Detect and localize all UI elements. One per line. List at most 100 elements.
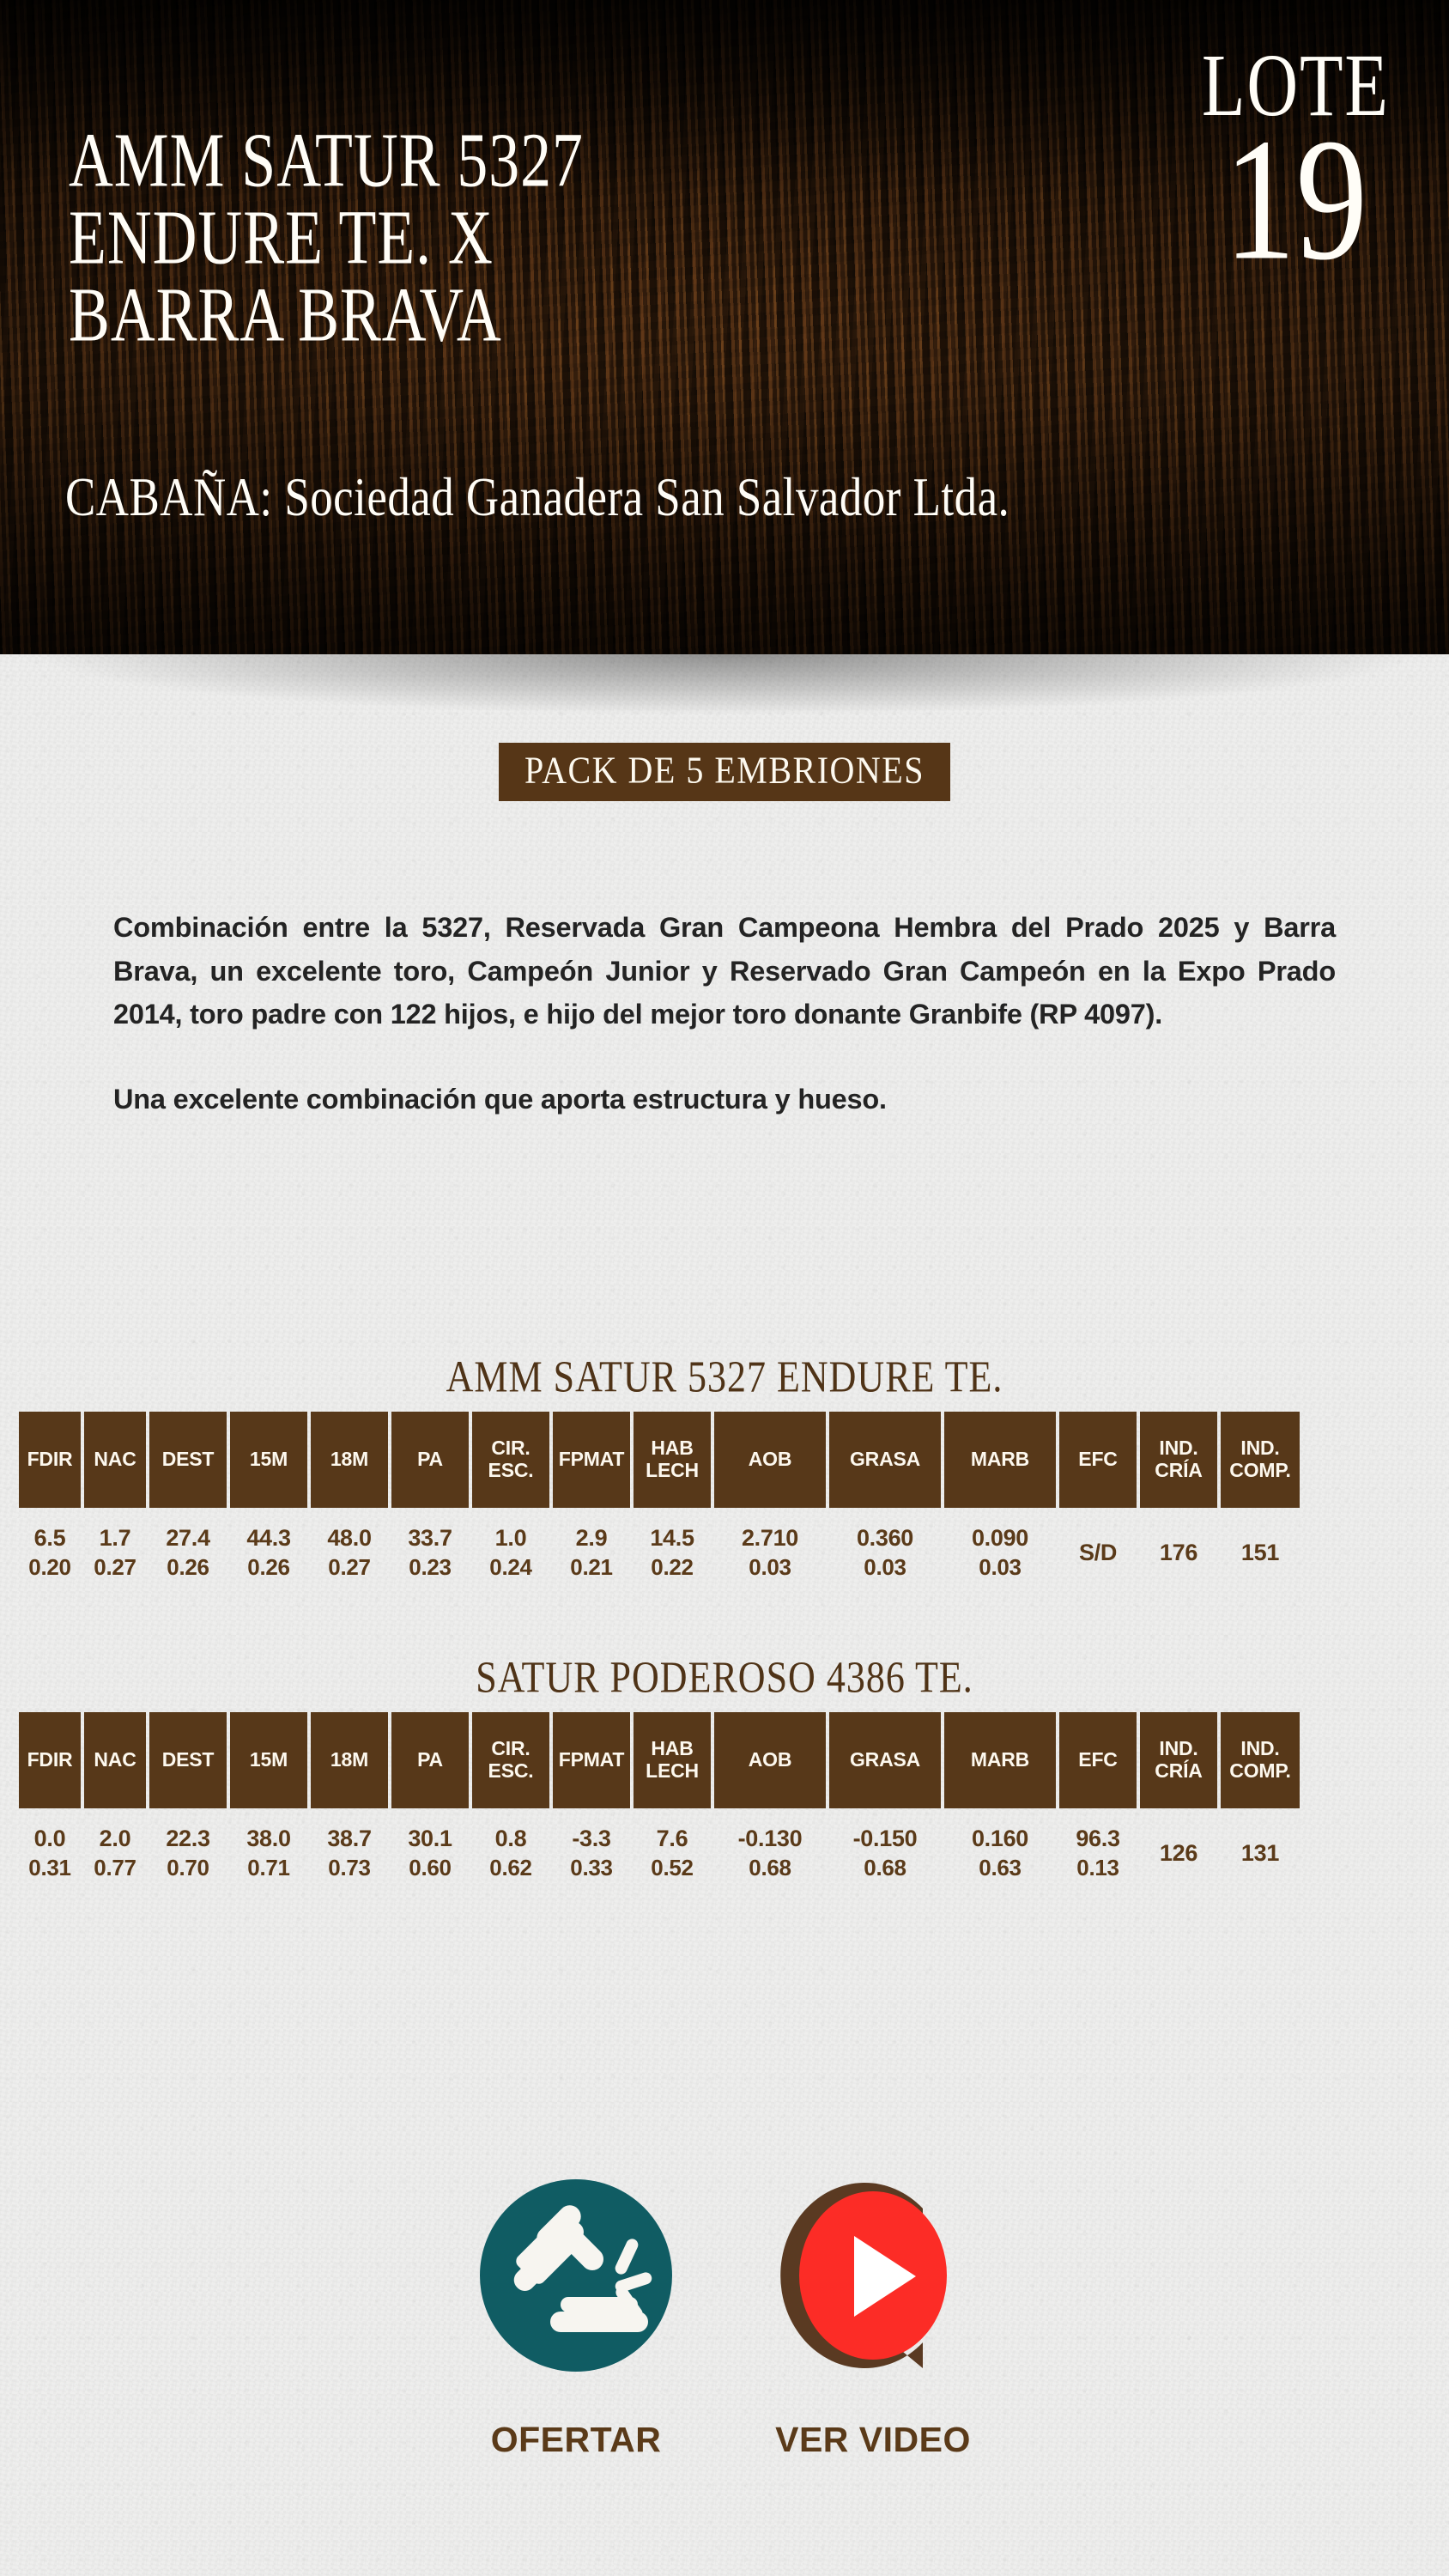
epd-value-accuracy: 0.68 (864, 1854, 906, 1880)
title-line-1: AMM SATUR 5327 (69, 118, 584, 204)
epd-value-accuracy: 0.03 (979, 1553, 1022, 1580)
epd-value-cell: 1.7 0.27 (84, 1508, 146, 1597)
play-video-icon[interactable] (761, 2164, 985, 2387)
epd-value-accuracy: 0.52 (651, 1854, 694, 1880)
epd-values-row-1: 6.5 0.20 1.7 0.27 27.4 0.26 44.3 0.26 48.0 0.27 33… (19, 1508, 1430, 1597)
title-line-2: ENDURE TE. X (69, 195, 494, 282)
epd-table-title-1: AMM SATUR 5327 ENDURE TE. (446, 1352, 1003, 1402)
epd-value-cell: 1.0 0.24 (472, 1508, 549, 1597)
epd-value-main: 176 (1159, 1539, 1198, 1565)
epd-column-header: PA (391, 1412, 469, 1508)
epd-value-main: 131 (1240, 1839, 1280, 1866)
epd-table-2: FDIR NAC DEST 15M 18M PA CIR. ESC. FPMAT HAB LECH A… (19, 1712, 1430, 1898)
epd-table-1: FDIR NAC DEST 15M 18M PA CIR. ESC. FPMAT HAB LECH A… (19, 1412, 1430, 1597)
epd-column-header: IND. COMP. (1221, 1412, 1300, 1508)
epd-value-main: 0.090 (971, 1525, 1029, 1552)
epd-value-cell: -3.3 0.33 (553, 1808, 630, 1898)
epd-value-accuracy: 0.20 (28, 1553, 71, 1580)
epd-value-accuracy: 0.70 (167, 1854, 209, 1880)
cabana-subtitle: CABAÑA: Sociedad Ganadera San Salvador L… (65, 466, 1010, 527)
epd-column-header: AOB (714, 1712, 826, 1808)
epd-column-header: IND. CRÍA (1140, 1412, 1217, 1508)
epd-value-main: 38.7 (327, 1826, 372, 1852)
epd-value-main: 0.160 (971, 1826, 1029, 1852)
epd-value-cell: 0.160 0.63 (944, 1808, 1056, 1898)
epd-column-header: FDIR (19, 1712, 81, 1808)
gavel-icon[interactable] (464, 2164, 688, 2387)
epd-value-accuracy: 0.24 (489, 1553, 532, 1580)
epd-column-header: 15M (230, 1412, 307, 1508)
epd-value-cell: 0.090 0.03 (944, 1508, 1056, 1597)
epd-value-main: 6.5 (33, 1525, 66, 1552)
epd-value-accuracy: 0.21 (570, 1553, 613, 1580)
epd-value-cell: 2.0 0.77 (84, 1808, 146, 1898)
epd-value-main: 14.5 (650, 1525, 694, 1552)
epd-value-cell: 38.0 0.71 (230, 1808, 307, 1898)
epd-column-header: IND. CRÍA (1140, 1712, 1217, 1808)
epd-column-header: GRASA (829, 1712, 941, 1808)
lot-word-label: LOTE (1202, 37, 1391, 136)
epd-value-main: 96.3 (1076, 1826, 1120, 1852)
epd-value-accuracy: 0.62 (489, 1854, 532, 1880)
epd-column-header: PA (391, 1712, 469, 1808)
epd-column-header: DEST (149, 1712, 227, 1808)
epd-column-header: DEST (149, 1412, 227, 1508)
ver-video-button[interactable]: VER VIDEO (744, 2164, 1002, 2460)
epd-value-main: 2.0 (99, 1826, 131, 1852)
epd-value-accuracy: 0.31 (28, 1854, 71, 1880)
epd-value-cell: 0.0 0.31 (19, 1808, 81, 1898)
epd-value-accuracy: 0.77 (94, 1854, 136, 1880)
epd-value-cell: 126 (1140, 1808, 1217, 1898)
epd-column-header: CIR. ESC. (472, 1412, 549, 1508)
epd-column-header: FDIR (19, 1412, 81, 1508)
epd-value-accuracy: 0.23 (409, 1553, 452, 1580)
epd-value-cell: 176 (1140, 1508, 1217, 1597)
epd-value-accuracy: 0.63 (979, 1854, 1022, 1880)
epd-value-cell: 38.7 0.73 (311, 1808, 388, 1898)
page-title: AMM SATUR 5327 ENDURE TE. X BARRA BRAVA (69, 122, 599, 354)
epd-value-cell: 30.1 0.60 (391, 1808, 469, 1898)
epd-value-accuracy: 0.71 (247, 1854, 290, 1880)
lot-block: LOTE 19 (1196, 37, 1396, 288)
epd-value-main: -3.3 (572, 1826, 611, 1852)
epd-value-main: S/D (1078, 1539, 1118, 1565)
epd-value-main: -0.130 (737, 1826, 803, 1852)
epd-table-section-2: SATUR PODEROSO 4386 TE. FDIR NAC DEST 15M 18… (0, 1652, 1449, 1898)
epd-header-row-1: FDIR NAC DEST 15M 18M PA CIR. ESC. FPMAT HAB LECH A… (19, 1412, 1430, 1508)
epd-values-row-2: 0.0 0.31 2.0 0.77 22.3 0.70 38.0 0.71 38.7 0.73 30… (19, 1808, 1430, 1898)
epd-value-main: 48.0 (327, 1525, 372, 1552)
epd-value-cell: 2.710 0.03 (714, 1508, 826, 1597)
epd-column-header: HAB LECH (634, 1712, 711, 1808)
epd-value-cell: 22.3 0.70 (149, 1808, 227, 1898)
epd-value-cell: 6.5 0.20 (19, 1508, 81, 1597)
epd-value-accuracy: 0.03 (749, 1553, 791, 1580)
epd-column-header: FPMAT (553, 1412, 630, 1508)
epd-value-main: 44.3 (246, 1525, 291, 1552)
epd-value-main: 0.0 (33, 1826, 66, 1852)
epd-value-main: 2.9 (575, 1525, 608, 1552)
epd-value-cell: 151 (1221, 1508, 1300, 1597)
epd-value-accuracy: 0.22 (651, 1553, 694, 1580)
title-line-3: BARRA BRAVA (69, 272, 502, 359)
epd-value-main: 151 (1240, 1539, 1280, 1565)
epd-value-cell: -0.130 0.68 (714, 1808, 826, 1898)
epd-value-main: 27.4 (166, 1525, 210, 1552)
ofertar-button-label: OFERTAR (490, 2420, 662, 2459)
epd-value-cell: 7.6 0.52 (634, 1808, 711, 1898)
epd-column-header: MARB (944, 1412, 1056, 1508)
epd-value-cell: 48.0 0.27 (311, 1508, 388, 1597)
epd-column-header: MARB (944, 1712, 1056, 1808)
epd-value-cell: 96.3 0.13 (1059, 1808, 1137, 1898)
epd-column-header: 18M (311, 1412, 388, 1508)
epd-value-accuracy: 0.73 (328, 1854, 371, 1880)
epd-value-main: 0.360 (856, 1525, 914, 1552)
epd-header-row-2: FDIR NAC DEST 15M 18M PA CIR. ESC. FPMAT HAB LECH A… (19, 1712, 1430, 1808)
epd-column-header: FPMAT (553, 1712, 630, 1808)
ofertar-button[interactable]: OFERTAR (447, 2164, 705, 2460)
epd-value-accuracy: 0.13 (1076, 1854, 1119, 1880)
epd-column-header: NAC (84, 1412, 146, 1508)
epd-column-header: AOB (714, 1412, 826, 1508)
pack-badge: PACK DE 5 EMBRIONES (499, 743, 950, 801)
epd-table-title-2: SATUR PODEROSO 4386 TE. (476, 1652, 973, 1703)
epd-column-header: CIR. ESC. (472, 1712, 549, 1808)
